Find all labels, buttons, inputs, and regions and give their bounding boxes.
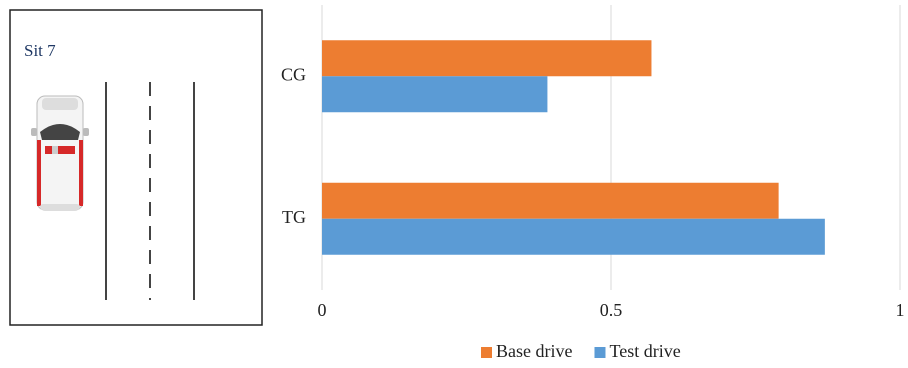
panel-label: Sit 7 — [24, 41, 56, 60]
bar — [322, 76, 547, 112]
legend-label: Test drive — [609, 341, 680, 361]
bar — [322, 183, 779, 219]
bar — [322, 219, 825, 255]
x-tick-label: 0.5 — [600, 300, 623, 320]
legend-swatch — [594, 347, 605, 358]
x-tick-label: 1 — [896, 300, 905, 320]
legend-swatch — [481, 347, 492, 358]
y-tick-label: CG — [281, 64, 306, 84]
x-tick-label: 0 — [318, 300, 327, 320]
page: Sit 7 0 0.5 1 CG TG Base drive Test drive — [0, 0, 908, 368]
legend-label: Base drive — [496, 341, 572, 361]
car-icon — [31, 96, 89, 210]
chart: 0 0.5 1 CG TG Base drive Test drive — [281, 5, 905, 361]
situation-panel: Sit 7 — [10, 10, 262, 325]
bar — [322, 40, 651, 76]
y-tick-label: TG — [282, 207, 306, 227]
